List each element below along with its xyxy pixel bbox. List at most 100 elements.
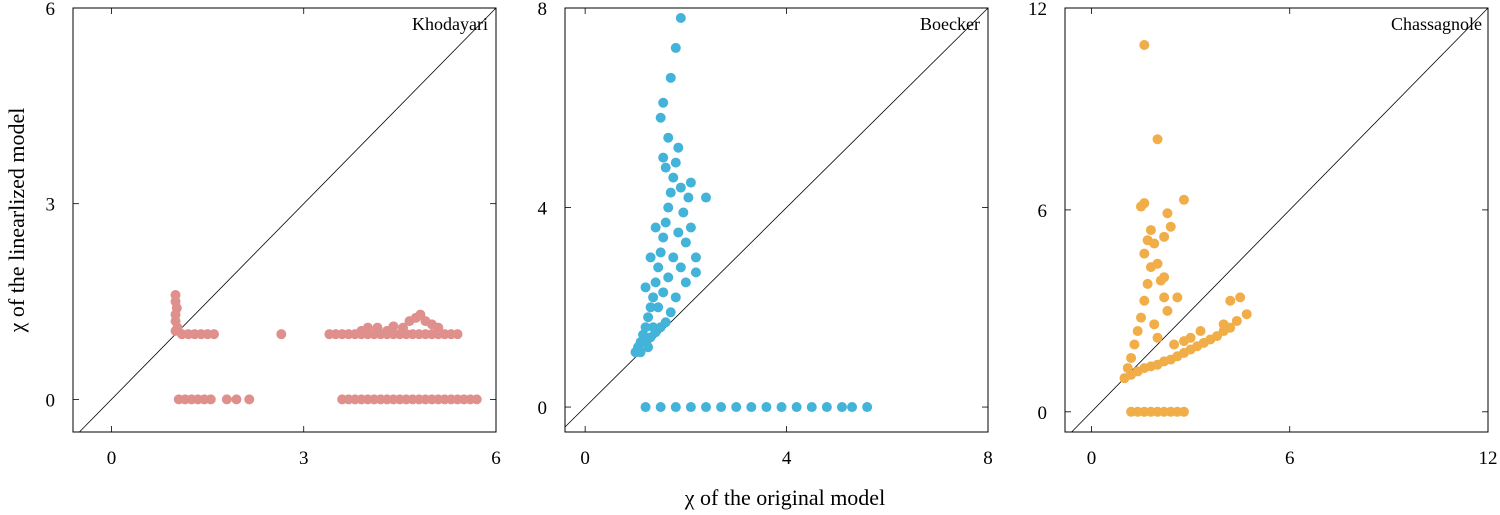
data-point <box>471 394 482 405</box>
data-point <box>1162 305 1173 316</box>
panel-title: Boecker <box>920 14 980 34</box>
data-point <box>791 402 802 413</box>
data-point <box>398 322 409 333</box>
data-point <box>1152 134 1163 145</box>
x-tick-label: 6 <box>1285 448 1295 469</box>
data-point <box>1149 319 1160 330</box>
x-ticks: 0 4 8 <box>580 448 992 469</box>
data-point <box>640 322 651 333</box>
x-axis-label: χ of the original model <box>684 485 885 510</box>
tick-marks <box>73 7 497 432</box>
data-point <box>643 342 654 353</box>
data-point <box>362 322 373 333</box>
data-point <box>1136 312 1147 323</box>
data-point <box>1231 315 1242 326</box>
data-point <box>690 267 701 278</box>
data-point <box>1195 326 1206 337</box>
data-point <box>673 142 684 153</box>
data-point <box>650 222 661 233</box>
data-point <box>668 252 679 263</box>
data-point <box>806 402 817 413</box>
data-point <box>1159 231 1170 242</box>
data-point <box>244 394 255 405</box>
data-point <box>1178 336 1189 347</box>
data-point <box>648 292 659 303</box>
data-point <box>862 402 873 413</box>
y-ticks: 0 6 12 <box>1028 0 1047 424</box>
data-point <box>680 277 691 288</box>
data-point <box>1149 238 1160 249</box>
data-point <box>1139 248 1150 259</box>
data-point <box>761 402 772 413</box>
diagonal-line <box>79 7 497 433</box>
panel-khodayari: Khodayari 0 3 6 0 3 6 <box>46 0 501 469</box>
data-point <box>665 72 676 83</box>
data-point <box>1152 332 1163 343</box>
data-point <box>1159 292 1170 303</box>
data-point <box>663 272 674 283</box>
data-point <box>685 402 696 413</box>
data-point <box>640 402 651 413</box>
data-point <box>655 247 666 258</box>
data-point <box>372 322 383 333</box>
data-point <box>1159 272 1170 283</box>
data-point <box>675 12 686 23</box>
data-point <box>1132 326 1143 337</box>
points-group <box>170 290 482 405</box>
data-point <box>1178 194 1189 205</box>
data-point <box>650 277 661 288</box>
data-point <box>685 177 696 188</box>
data-point <box>663 202 674 213</box>
data-point <box>690 252 701 263</box>
data-point <box>670 42 681 53</box>
data-point <box>670 157 681 168</box>
data-point <box>1165 221 1176 232</box>
y-tick-label: 6 <box>46 0 56 20</box>
data-point <box>670 292 681 303</box>
data-point <box>701 192 711 203</box>
y-tick-label: 6 <box>1038 201 1048 222</box>
data-point <box>660 162 671 173</box>
plot-frame <box>564 7 989 433</box>
y-tick-label: 8 <box>538 0 548 20</box>
y-tick-label: 4 <box>538 199 548 220</box>
data-point <box>1139 40 1150 51</box>
data-point <box>716 402 727 413</box>
data-point <box>1218 319 1229 330</box>
data-point <box>663 132 674 143</box>
data-point <box>1235 292 1246 303</box>
data-point <box>452 329 463 340</box>
panel-chassagnole: Chassagnole 0 6 12 0 6 12 <box>1028 0 1498 469</box>
data-point <box>731 402 742 413</box>
data-point <box>660 217 671 228</box>
data-point <box>653 262 664 273</box>
y-tick-label: 12 <box>1028 0 1047 20</box>
data-point <box>640 282 651 293</box>
data-point <box>670 402 681 413</box>
data-point <box>645 252 656 263</box>
data-point <box>658 232 669 243</box>
data-point <box>665 307 676 318</box>
data-point <box>821 402 832 413</box>
data-point <box>1139 295 1150 306</box>
data-point <box>1225 295 1236 306</box>
data-point <box>655 402 666 413</box>
y-ticks: 0 3 6 <box>46 0 56 411</box>
y-tick-label: 0 <box>46 390 56 411</box>
plot-frame <box>72 7 497 433</box>
y-tick-label: 3 <box>46 195 56 216</box>
x-ticks: 0 6 12 <box>1087 448 1498 469</box>
data-point <box>1169 339 1180 350</box>
x-tick-label: 3 <box>299 448 309 469</box>
data-point <box>1241 309 1252 320</box>
data-point <box>847 402 858 413</box>
data-point <box>1139 198 1150 209</box>
data-point <box>1126 352 1137 363</box>
data-point <box>680 237 691 248</box>
data-point <box>209 329 219 340</box>
plot-frame <box>1064 7 1489 433</box>
data-point <box>678 207 689 218</box>
data-point <box>1162 208 1173 219</box>
y-tick-label: 0 <box>1038 403 1048 424</box>
